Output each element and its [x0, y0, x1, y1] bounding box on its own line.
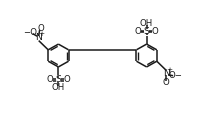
Text: +: +	[165, 67, 172, 73]
Text: S: S	[143, 27, 149, 36]
Text: N: N	[35, 33, 42, 42]
Text: S: S	[55, 75, 61, 84]
Text: OH: OH	[139, 19, 153, 28]
Text: −O: −O	[23, 28, 37, 37]
Text: O: O	[37, 24, 44, 33]
Text: O: O	[151, 27, 157, 36]
Text: O: O	[47, 75, 53, 84]
Text: +: +	[38, 31, 44, 37]
Text: N: N	[162, 69, 169, 78]
Text: OH: OH	[51, 83, 65, 92]
Text: O: O	[162, 78, 169, 87]
Text: O−: O−	[168, 71, 182, 80]
Text: O: O	[63, 75, 70, 84]
Text: O: O	[134, 27, 141, 36]
